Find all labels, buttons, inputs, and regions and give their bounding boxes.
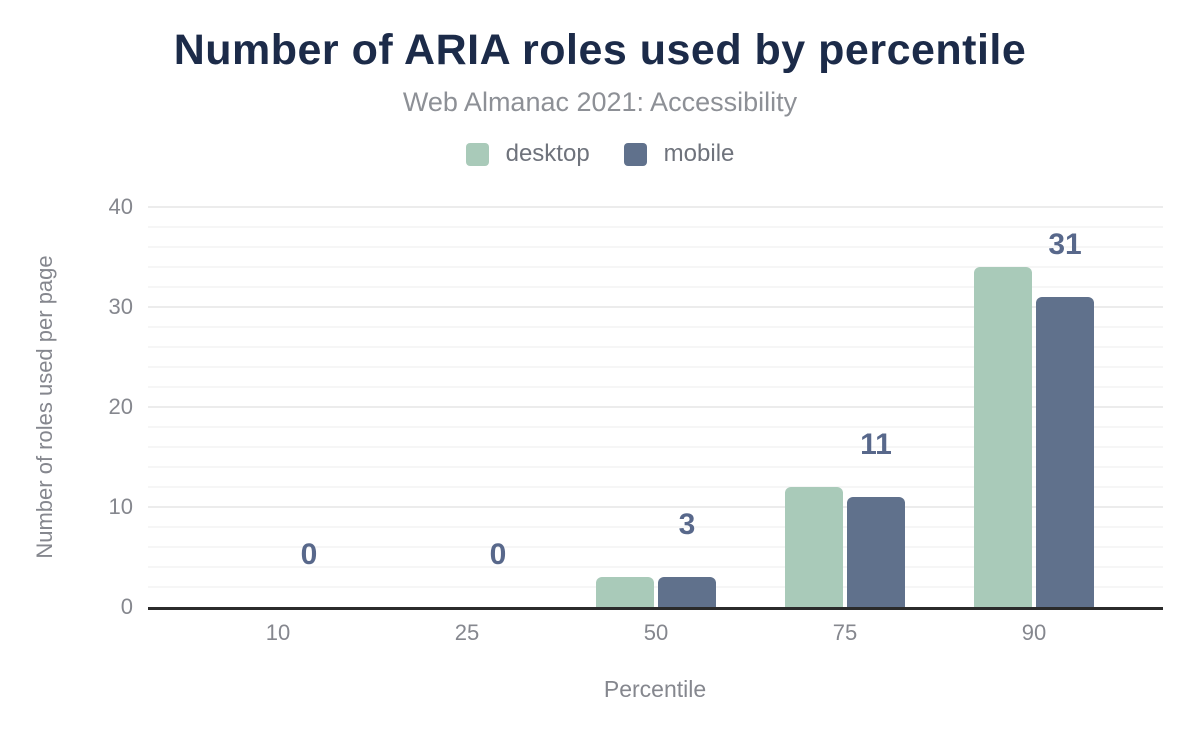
gridline-minor	[148, 286, 1163, 288]
gridline-minor	[148, 546, 1163, 548]
y-tick-label: 30	[108, 294, 133, 319]
legend-swatch-mobile	[623, 142, 647, 166]
gridline-major	[148, 306, 1163, 308]
x-tick-label: 90	[1021, 620, 1047, 645]
y-tick-label: 20	[108, 394, 133, 419]
legend-label: desktop	[505, 140, 590, 167]
y-axis-title: Number of roles used per page	[32, 255, 57, 559]
x-tick-label: 25	[454, 620, 480, 645]
data-label-p10: 0	[300, 538, 318, 571]
legend-item-desktop[interactable]: desktop	[465, 140, 590, 168]
gridline-minor	[148, 526, 1163, 528]
legend-label: mobile	[663, 140, 735, 167]
gridline-major	[148, 406, 1163, 408]
gridline-major	[148, 506, 1163, 508]
x-axis-title: Percentile	[603, 676, 707, 702]
x-tick-label: 75	[832, 620, 858, 645]
gridline-minor	[148, 246, 1163, 248]
y-tick-label: 0	[120, 594, 133, 619]
data-label-p75: 11	[860, 428, 892, 461]
y-tick-label: 10	[108, 494, 133, 519]
plot-area: 0 10 20 30 40 10 0 25 0 50 3 75 11 90 31	[109, 196, 1163, 644]
gridline-minor	[148, 386, 1163, 388]
legend-swatch-desktop	[465, 142, 489, 166]
bar-desktop-p75[interactable]	[785, 487, 843, 607]
x-tick-label: 50	[643, 620, 669, 645]
bar-mobile-p75[interactable]	[847, 497, 905, 607]
gridline-minor	[148, 446, 1163, 448]
bar-desktop-p90[interactable]	[974, 267, 1032, 607]
y-tick-label: 40	[108, 194, 133, 219]
x-tick-label: 10	[265, 620, 291, 645]
gridline-minor	[148, 426, 1163, 428]
gridline-minor	[148, 486, 1163, 488]
legend-item-mobile[interactable]: mobile	[623, 140, 735, 168]
gridline-minor	[148, 586, 1163, 588]
gridline-major	[148, 206, 1163, 208]
bar-mobile-p90[interactable]	[1036, 297, 1094, 607]
x-axis-line	[148, 607, 1163, 610]
gridline-minor	[148, 266, 1163, 268]
data-label-p50: 3	[678, 508, 696, 541]
legend: desktop mobile	[0, 140, 1200, 168]
chart-title: Number of ARIA roles used by percentile	[173, 26, 1027, 74]
chart-subtitle: Web Almanac 2021: Accessibility	[402, 87, 798, 117]
gridline-minor	[148, 366, 1163, 368]
bar-desktop-p50[interactable]	[596, 577, 654, 607]
gridline-minor	[148, 326, 1163, 328]
data-label-p90: 31	[1048, 228, 1082, 261]
bar-mobile-p50[interactable]	[658, 577, 716, 607]
gridline-minor	[148, 566, 1163, 568]
gridline-minor	[148, 346, 1163, 348]
data-label-p25: 0	[489, 538, 507, 571]
gridline-minor	[148, 226, 1163, 228]
gridline-minor	[148, 466, 1163, 468]
